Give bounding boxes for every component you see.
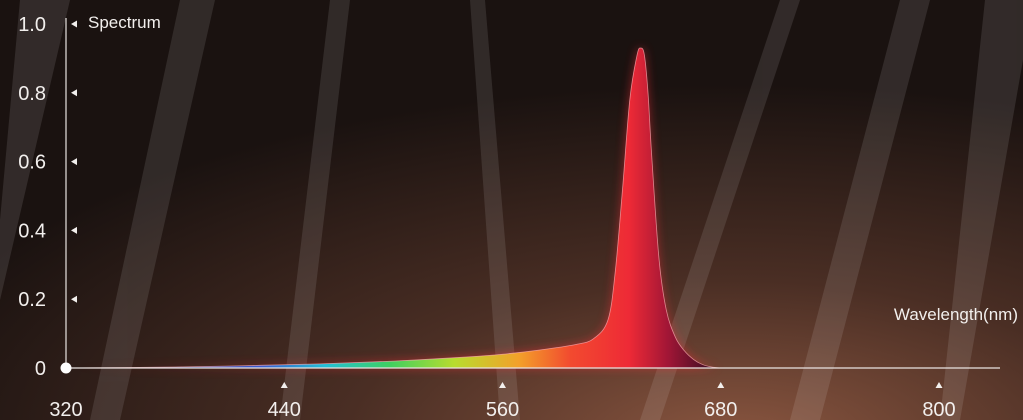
y-tick-label: 0.6 [18, 152, 46, 174]
x-tick-marker [499, 382, 506, 388]
x-tick-marker [935, 382, 943, 388]
spectrum-area [65, 47, 721, 369]
x-tick-marker [717, 382, 725, 388]
origin-dot [60, 362, 72, 374]
y-axis-title: Spectrum [88, 13, 161, 32]
x-axis-title: Wavelength(nm) [894, 305, 1018, 324]
x-tick-label: 320 [49, 399, 82, 420]
y-tick-marker [71, 226, 77, 234]
y-tick-marker [71, 158, 77, 166]
y-tick-label: 1.0 [18, 14, 46, 36]
y-tick-marker [71, 20, 77, 28]
y-tick-label: 0.2 [18, 289, 46, 311]
x-tick-label: 800 [922, 399, 955, 420]
y-tick-marker [71, 89, 77, 97]
x-tick-label: 560 [486, 399, 519, 420]
y-tick-marker [71, 295, 77, 303]
y-tick-label: 0 [35, 358, 46, 380]
x-tick-label: 440 [268, 399, 301, 420]
y-tick-label: 0.4 [18, 220, 46, 242]
x-tick-marker [280, 382, 288, 388]
y-axis-ticks: 0 0.2 0.4 0.6 0.8 1.0 [18, 14, 77, 380]
x-axis-ticks: 320 440 560 680 800 [49, 382, 956, 420]
x-tick-label: 680 [704, 399, 737, 420]
spectrum-area-layer [65, 47, 721, 369]
y-tick-label: 0.8 [18, 83, 46, 105]
